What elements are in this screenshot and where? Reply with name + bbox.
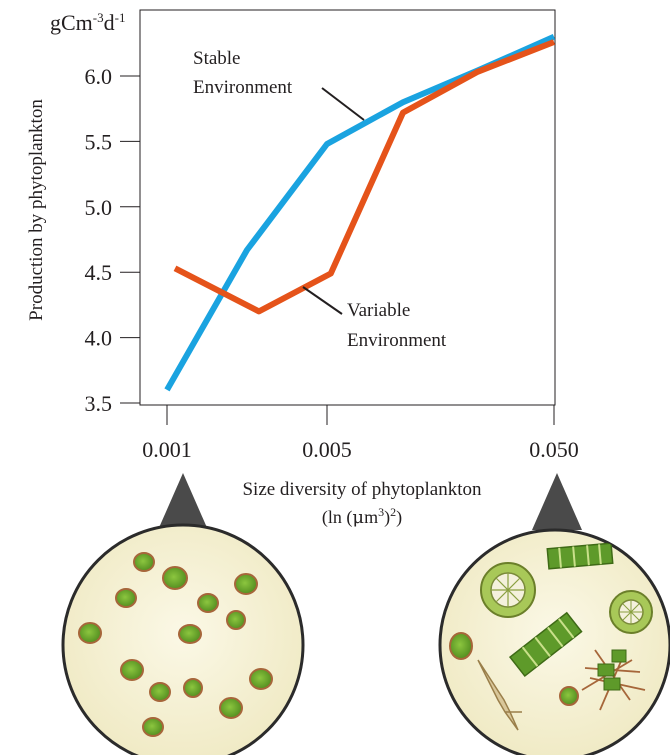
variable-callout-line (302, 286, 343, 315)
x-axis-ticks: 0.001 0.005 0.050 (142, 405, 579, 462)
variable-environment-line (173, 39, 556, 315)
y-tick-label: 6.0 (85, 64, 113, 89)
y-axis-ticks: 3.5 4.0 4.5 5.0 5.5 6.0 (85, 64, 140, 416)
variable-label-line1: Variable (347, 300, 410, 321)
spiny-chain-diatom (581, 649, 646, 711)
stable-label-line1: Stable (193, 48, 241, 69)
plot-frame (139, 9, 556, 406)
x-tick-0005: 0.005 (302, 437, 352, 462)
x-tick-0050: 0.050 (529, 437, 579, 462)
left-inset-pointer (158, 473, 208, 530)
centric-diatom-large (480, 562, 536, 618)
x-tick-0001: 0.001 (142, 437, 192, 462)
unit-label: gCm-3d-1 (50, 10, 125, 35)
y-axis-title: Production by phytoplankton (26, 99, 47, 321)
y-tick-label: 5.5 (85, 129, 113, 154)
stable-label-line2: Environment (193, 77, 293, 98)
series-lines (164, 34, 556, 392)
pennate-filament-top (546, 542, 614, 570)
x-axis-unit: (ln (μm3)2) (322, 505, 402, 528)
uniform-cells (78, 552, 273, 737)
diverse-cells (449, 542, 653, 731)
round-cell (449, 632, 473, 660)
centric-diatom-small (609, 590, 653, 634)
high-diversity-sample-dish (438, 528, 670, 755)
variable-label-line2: Environment (347, 330, 447, 351)
y-tick-label: 3.5 (85, 391, 113, 416)
y-tick-label: 4.0 (85, 326, 113, 351)
low-diversity-sample-dish (61, 523, 305, 755)
y-tick-label: 5.0 (85, 195, 113, 220)
spindle-cell (477, 659, 522, 731)
pennate-filament-diagonal (508, 611, 583, 678)
y-tick-label: 4.5 (85, 260, 113, 285)
x-axis-title: Size diversity of phytoplankton (242, 479, 482, 500)
round-cell (559, 686, 579, 706)
stable-callout-line (321, 87, 365, 121)
right-inset-pointer (532, 473, 582, 530)
